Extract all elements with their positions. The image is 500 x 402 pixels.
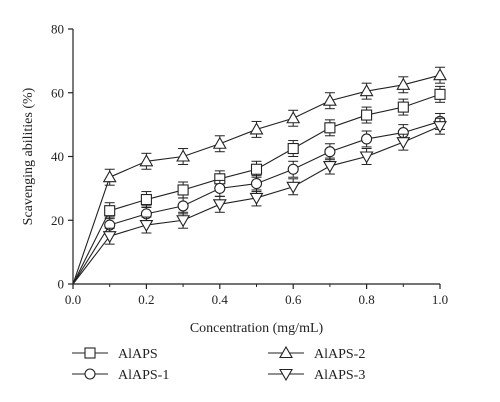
data-point [212, 199, 227, 212]
legend-item: AlAPS-1 [72, 368, 169, 383]
data-point [433, 68, 447, 81]
x-axis-title: Concentration (mg/mL) [190, 321, 324, 336]
data-point [177, 184, 189, 196]
data-point [286, 181, 301, 194]
data-point [359, 84, 374, 97]
legend-label: AlAPS-1 [118, 368, 169, 383]
x-tick-label: 0.6 [285, 292, 302, 307]
x-tick-label: 0.2 [138, 292, 154, 307]
legend-marker [84, 347, 96, 359]
data-point [322, 93, 337, 106]
data-point [214, 182, 226, 194]
data-point [434, 88, 446, 100]
y-tick-label: 40 [51, 149, 64, 164]
legend: AlAPS AlAPS-1 AlAPS-2 AlAPS-3 [72, 345, 365, 383]
legend-item: AlAPS-3 [268, 368, 365, 383]
data-point [250, 163, 263, 175]
data-point [102, 231, 117, 244]
legend-marker [279, 345, 293, 359]
data-point [361, 109, 373, 121]
legend-item: AlAPS-2 [268, 345, 365, 362]
data-point [396, 77, 411, 90]
legend-label: AlAPS [118, 347, 158, 362]
data-point [139, 154, 154, 167]
legend-marker [84, 368, 96, 380]
legend-label: AlAPS-3 [314, 368, 365, 383]
data-point [287, 163, 299, 175]
y-axis-title: Scavenging abilities (%) [21, 87, 36, 225]
data-point [324, 122, 336, 134]
data-point [286, 111, 301, 124]
series-AlAPS-3 [72, 117, 447, 285]
x-ticks: 0.0 0.2 0.4 0.6 0.8 1.0 [65, 284, 448, 307]
data-point [139, 219, 154, 233]
x-tick-label: 1.0 [432, 292, 448, 307]
data-point [140, 193, 152, 206]
data-point [177, 200, 189, 212]
data-point [249, 192, 264, 206]
data-point [324, 146, 336, 158]
legend-item: AlAPS [72, 347, 158, 362]
data-point [249, 122, 264, 135]
data-point [361, 133, 373, 145]
y-tick-label: 20 [51, 213, 64, 228]
x-tick-label: 0.0 [65, 292, 81, 307]
axes [72, 29, 440, 285]
data-point [359, 151, 374, 164]
data-point [250, 178, 263, 190]
data-point [104, 205, 116, 217]
legend-marker [279, 368, 293, 382]
data-point [322, 161, 337, 174]
y-tick-label: 60 [51, 85, 64, 100]
data-point [176, 215, 191, 228]
series-AlAPS-2 [72, 66, 447, 285]
plot-area [72, 66, 447, 285]
y-ticks: 0 20 40 60 80 [51, 22, 73, 292]
data-point [176, 149, 191, 162]
x-tick-label: 0.4 [212, 292, 229, 307]
data-point [433, 121, 447, 134]
data-point [102, 170, 117, 183]
data-point [212, 136, 227, 149]
legend-label: AlAPS-2 [314, 347, 365, 362]
y-tick-label: 0 [58, 277, 65, 292]
data-point [287, 142, 299, 155]
data-point [397, 101, 409, 113]
y-tick-label: 80 [51, 22, 64, 37]
x-tick-label: 0.8 [358, 292, 374, 307]
data-point [396, 137, 411, 150]
